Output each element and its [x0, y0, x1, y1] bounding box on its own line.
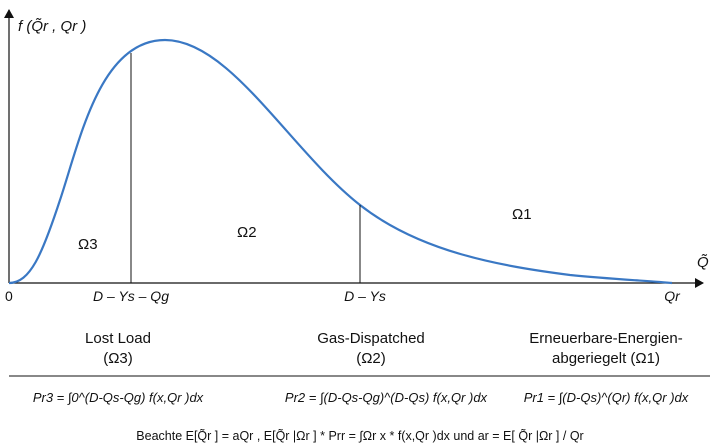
- note-text: Beachte E[Q̃r ] = aQr , E[Q̃r |Ωr ] * Pr…: [136, 428, 583, 443]
- category-curtailed: Erneuerbare-Energien-: [529, 330, 682, 347]
- region-label-omega3: Ω3: [78, 236, 98, 253]
- category-gas-dispatched-omega: (Ω2): [356, 350, 386, 367]
- formula-p-r1: Pr1 = ∫(D-Qs)^(Qr) f(x,Qr )dx: [524, 390, 689, 405]
- x-axis-label: Q̃: [697, 254, 709, 271]
- tick-label-1: D – Ys – Qg: [93, 288, 169, 304]
- category-lost-load-omega: (Ω3): [103, 350, 133, 367]
- region-label-omega2: Ω2: [237, 224, 257, 241]
- formula-p-r2: Pr2 = ∫(D-Qs-Qg)^(D-Qs) f(x,Qr )dx: [285, 390, 488, 405]
- tick-origin: 0: [5, 288, 13, 304]
- formula-p-r3: Pr3 = ∫0^(D-Qs-Qg) f(x,Qr )dx: [33, 390, 204, 405]
- tick-label-3: Qr: [664, 288, 681, 304]
- category-lost-load: Lost Load: [85, 330, 151, 347]
- region-label-omega1: Ω1: [512, 206, 532, 223]
- tick-label-2: D – Ys: [344, 288, 386, 304]
- y-axis-label: f (Q̃r , Qr ): [18, 18, 86, 35]
- category-gas-dispatched: Gas-Dispatched: [317, 330, 425, 347]
- density-curve: [8, 38, 673, 285]
- category-curtailed-omega: abgeriegelt (Ω1): [552, 350, 660, 367]
